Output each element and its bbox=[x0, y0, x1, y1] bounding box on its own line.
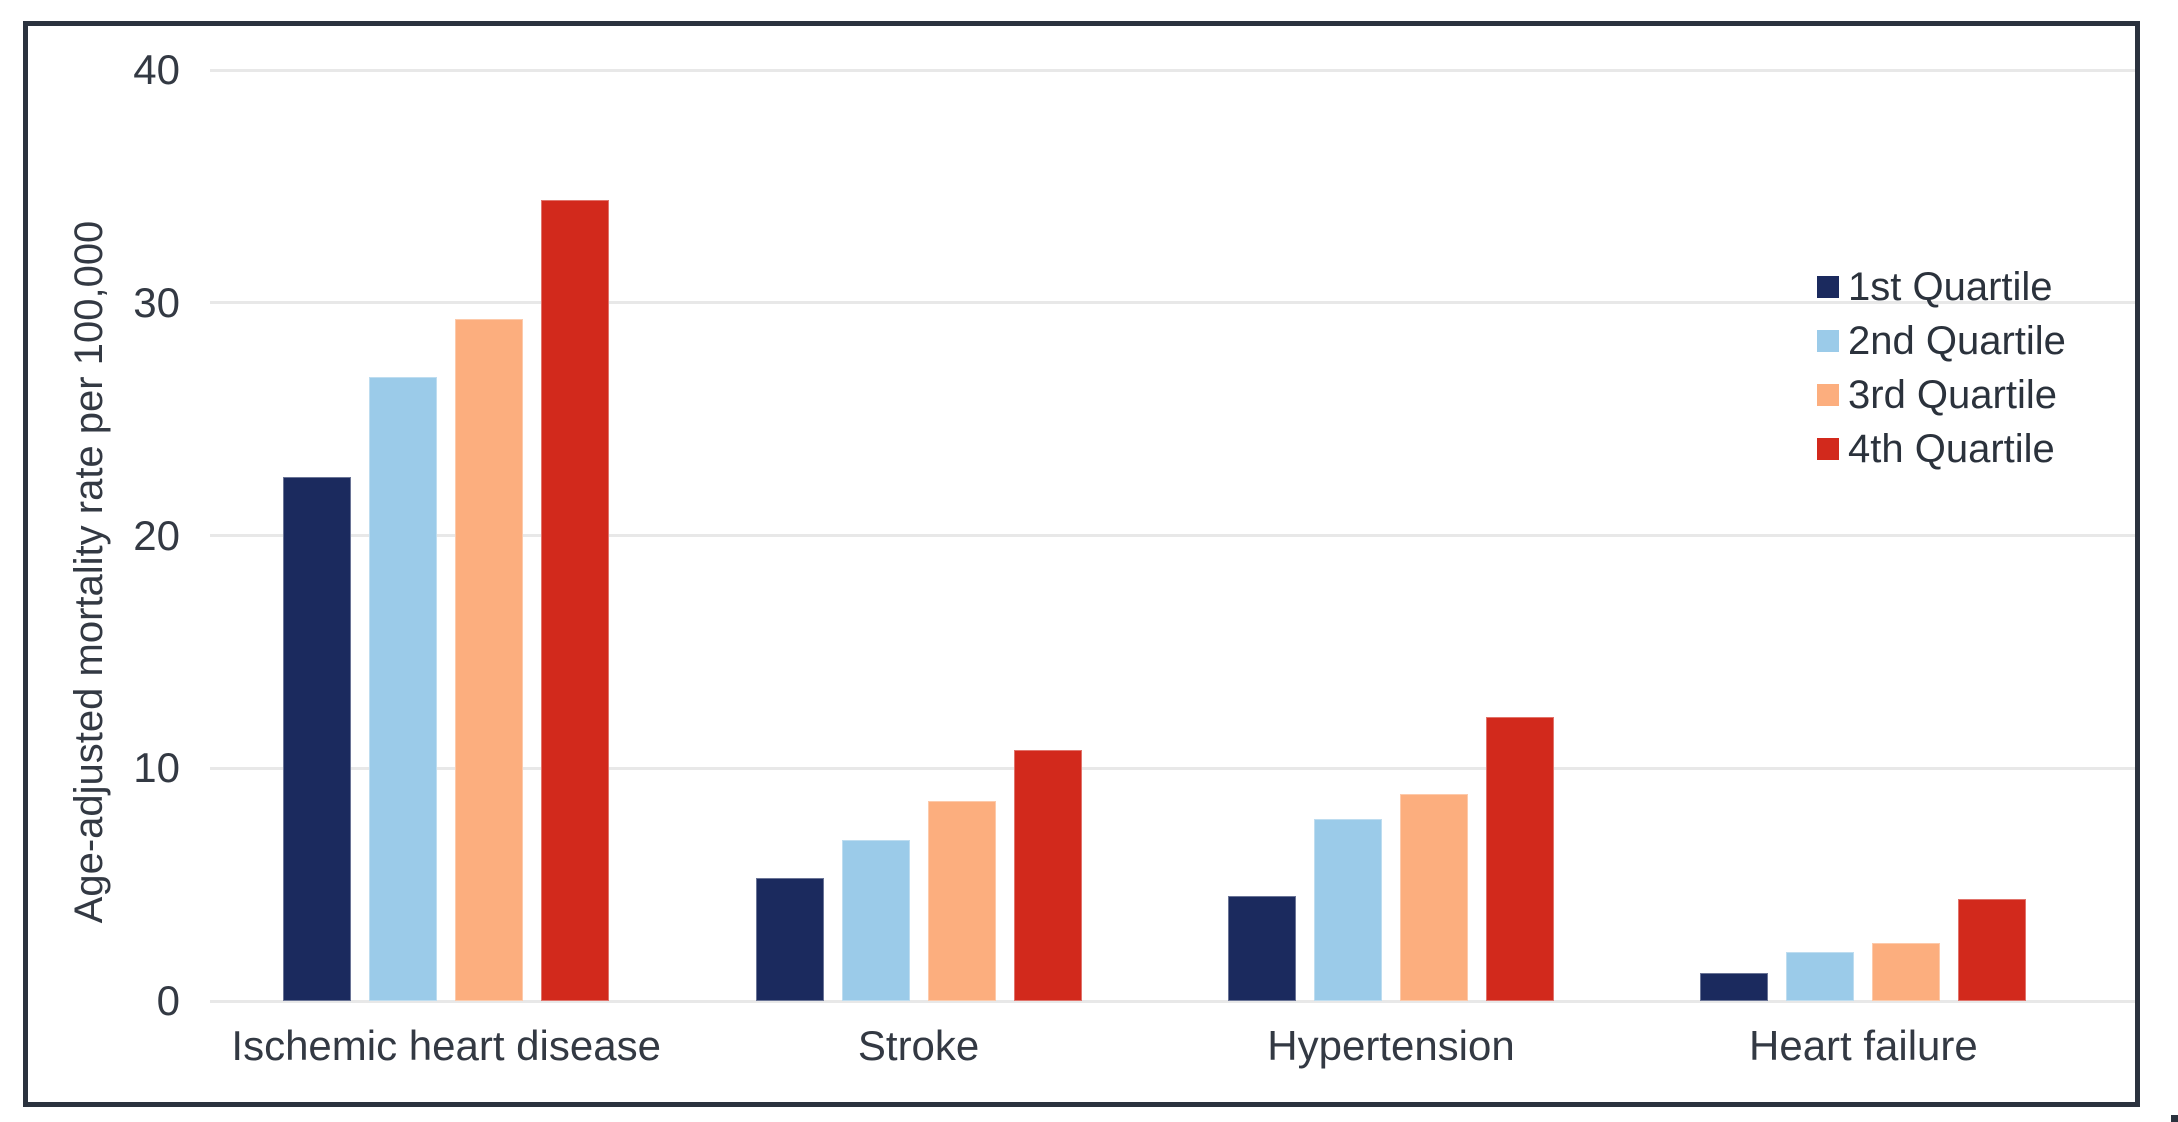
bar-stroke-q4 bbox=[1013, 749, 1082, 1001]
bar-ischemic-heart-disease-q4 bbox=[541, 200, 610, 1001]
bar-stroke-q1 bbox=[755, 877, 824, 1001]
bar-stroke-q2 bbox=[841, 840, 910, 1001]
legend-swatch-q2 bbox=[1817, 330, 1839, 352]
bar-ischemic-heart-disease-q1 bbox=[283, 477, 352, 1001]
x-category-label: Hypertension bbox=[1267, 1022, 1515, 1069]
gridline-0 bbox=[210, 999, 2135, 1003]
legend-swatch-q3 bbox=[1817, 384, 1839, 406]
bar-hypertension-q3 bbox=[1400, 793, 1468, 1001]
corner-artifact bbox=[2171, 1115, 2178, 1122]
legend-label: 4th Quartile bbox=[1848, 426, 2055, 471]
plot-area bbox=[210, 68, 2135, 1003]
bar-heart-failure-q4 bbox=[1958, 898, 2027, 1001]
legend-item-q1: 1st Quartile bbox=[1817, 260, 2066, 314]
legend-swatch-q1 bbox=[1817, 276, 1839, 298]
bar-hypertension-q4 bbox=[1486, 717, 1554, 1001]
x-category-label: Heart failure bbox=[1749, 1022, 1978, 1069]
bar-ischemic-heart-disease-q2 bbox=[369, 377, 438, 1001]
y-tick-label-40: 40 bbox=[133, 46, 180, 93]
legend: 1st Quartile 2nd Quartile 3rd Quartile 4th … bbox=[1817, 260, 2066, 476]
legend-label: 1st Quartile bbox=[1848, 264, 2053, 309]
y-axis-title: Age-adjusted mortality rate per 100,000 bbox=[67, 220, 111, 924]
legend-label: 2nd Quartile bbox=[1848, 318, 2066, 363]
bar-ischemic-heart-disease-q3 bbox=[455, 319, 524, 1001]
bar-heart-failure-q3 bbox=[1872, 942, 1941, 1001]
legend-item-q3: 3rd Quartile bbox=[1817, 368, 2066, 422]
y-tick-label-30: 30 bbox=[133, 278, 180, 326]
gridline-30 bbox=[210, 301, 2135, 305]
legend-item-q4: 4th Quartile bbox=[1817, 422, 2066, 476]
bar-stroke-q3 bbox=[927, 800, 996, 1001]
gridline-40 bbox=[210, 68, 2135, 72]
legend-item-q2: 2nd Quartile bbox=[1817, 314, 2066, 368]
bar-heart-failure-q2 bbox=[1786, 952, 1855, 1001]
gridline-10 bbox=[210, 766, 2135, 770]
legend-swatch-q4 bbox=[1817, 438, 1839, 460]
x-category-label: Ischemic heart disease bbox=[231, 1022, 661, 1069]
bar-hypertension-q1 bbox=[1228, 896, 1296, 1001]
y-tick-label-20: 20 bbox=[133, 511, 180, 559]
y-tick-label-10: 10 bbox=[133, 744, 180, 792]
bar-heart-failure-q1 bbox=[1700, 973, 1769, 1001]
y-tick-label-0: 0 bbox=[156, 977, 180, 1024]
x-category-label: Stroke bbox=[857, 1022, 980, 1069]
bar-hypertension-q2 bbox=[1314, 819, 1382, 1001]
gridline-20 bbox=[210, 534, 2135, 537]
legend-label: 3rd Quartile bbox=[1848, 372, 2057, 417]
